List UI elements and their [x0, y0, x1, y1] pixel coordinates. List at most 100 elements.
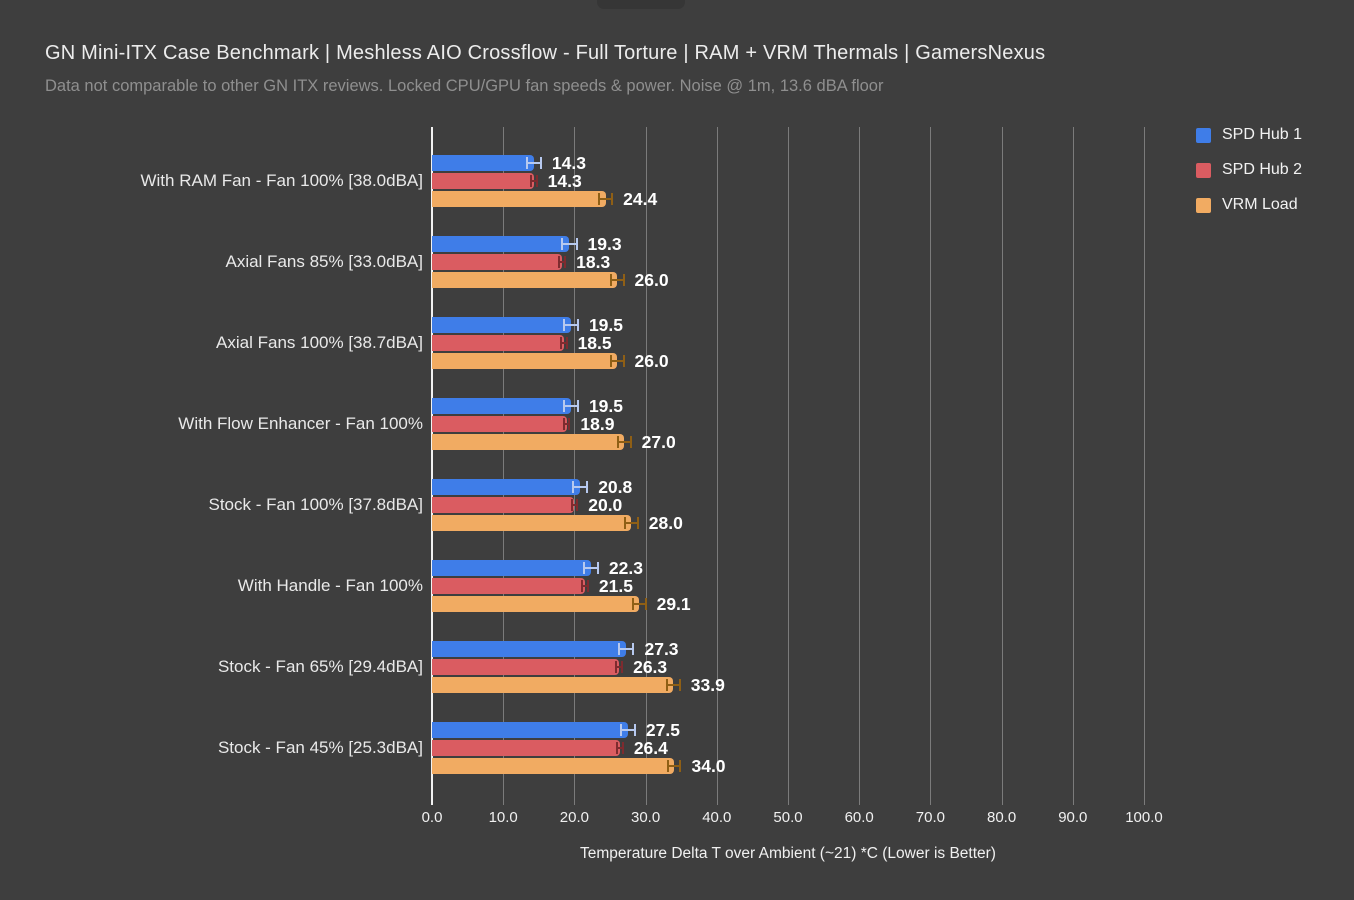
- bar-vrm-load: [432, 353, 618, 369]
- category-label: Axial Fans 100% [38.7dBA]: [216, 333, 423, 352]
- x-tick-label: 10.0: [488, 809, 518, 826]
- error-bar-cap: [565, 337, 568, 349]
- x-tick-label: 60.0: [844, 809, 874, 826]
- x-axis-title: Temperature Delta T over Ambient (~21) *…: [580, 845, 996, 862]
- error-bar-cap: [678, 679, 681, 691]
- error-bar-cap: [633, 724, 636, 736]
- bar-vrm-load: [432, 758, 675, 774]
- gridline: [645, 127, 647, 805]
- category-label: Stock - Fan 45% [25.3dBA]: [217, 738, 423, 757]
- error-bar-cap: [622, 274, 625, 286]
- bar-spd-hub-1: [432, 155, 534, 171]
- legend-label: VRM Load: [1222, 196, 1298, 213]
- error-bar-cap: [616, 436, 619, 448]
- category-label: Stock - Fan 65% [29.4dBA]: [217, 657, 423, 676]
- bar-spd-hub-1: [432, 560, 591, 576]
- bar-vrm-load: [432, 434, 625, 450]
- error-bar-cap: [631, 598, 634, 610]
- error-bar-cap: [632, 643, 635, 655]
- value-label: 14.3: [547, 171, 582, 191]
- error-bar-cap: [558, 256, 561, 268]
- error-bar-line: [619, 648, 634, 650]
- error-bar-line: [632, 603, 646, 605]
- legend-label: SPD Hub 2: [1222, 161, 1303, 178]
- legend-item: SPD Hub 2: [1196, 161, 1302, 179]
- value-label: 19.3: [587, 234, 622, 254]
- error-bar-line: [617, 747, 623, 749]
- value-label: 24.4: [623, 189, 658, 209]
- error-bar-line: [572, 486, 588, 488]
- value-label: 20.8: [598, 477, 633, 497]
- error-bar-cap: [609, 274, 612, 286]
- error-bar-cap: [616, 742, 619, 754]
- legend-item: SPD Hub 1: [1196, 126, 1302, 144]
- bar-spd-hub-2: [432, 497, 575, 513]
- bar-spd-hub-1: [432, 236, 570, 252]
- error-bar-line: [562, 243, 577, 245]
- error-bar-line: [610, 360, 624, 362]
- error-bar-cap: [561, 238, 564, 250]
- error-bar-cap: [623, 517, 626, 529]
- top-edge-artifact: [597, 0, 685, 9]
- chart-subtitle: Data not comparable to other GN ITX revi…: [45, 77, 884, 95]
- bar-spd-hub-2: [432, 740, 620, 756]
- error-bar-cap: [581, 580, 584, 592]
- value-label: 29.1: [656, 594, 691, 614]
- error-bar-line: [610, 279, 624, 281]
- error-bar-cap: [629, 436, 632, 448]
- error-bar-cap: [596, 562, 599, 574]
- value-label: 26.0: [634, 351, 669, 371]
- x-tick-label: 30.0: [630, 809, 661, 826]
- category-label: Axial Fans 85% [33.0dBA]: [225, 252, 423, 271]
- error-bar-cap: [615, 661, 618, 673]
- error-bar-line: [559, 261, 566, 263]
- bar-spd-hub-1: [432, 722, 628, 738]
- bar-spd-hub-2: [432, 416, 567, 432]
- error-bar-cap: [571, 481, 574, 493]
- error-bar-cap: [586, 580, 589, 592]
- error-bar-cap: [529, 175, 532, 187]
- value-label: 26.0: [634, 270, 669, 290]
- legend-item: VRM Load: [1196, 196, 1302, 214]
- error-bar-line: [530, 180, 537, 182]
- value-label: 19.5: [588, 396, 624, 416]
- category-label: With RAM Fan - Fan 100% [38.0dBA]: [140, 171, 423, 190]
- value-label: 20.0: [588, 495, 623, 515]
- error-bar-line: [563, 423, 570, 425]
- error-bar-cap: [666, 760, 669, 772]
- error-bar-line: [563, 405, 578, 407]
- error-bar-cap: [562, 418, 565, 430]
- value-label: 26.3: [633, 657, 668, 677]
- gridline: [1144, 127, 1145, 805]
- error-bar-cap: [636, 517, 639, 529]
- bar-spd-hub-2: [432, 335, 564, 351]
- bar-spd-hub-2: [432, 578, 586, 594]
- value-label: 27.0: [641, 432, 676, 452]
- error-bar-cap: [575, 238, 578, 250]
- bar-spd-hub-2: [432, 254, 563, 270]
- error-bar-cap: [609, 355, 612, 367]
- gridline: [1072, 127, 1074, 805]
- value-label: 21.5: [598, 576, 633, 596]
- value-label: 27.5: [645, 720, 680, 740]
- x-tick-label: 40.0: [702, 809, 732, 826]
- error-bar-cap: [582, 562, 585, 574]
- zero-axis-line: [431, 127, 433, 805]
- value-label: 14.3: [551, 153, 586, 173]
- error-bar-line: [571, 504, 578, 506]
- value-label: 33.9: [690, 675, 725, 695]
- x-tick-label: 80.0: [986, 809, 1017, 826]
- error-bar-cap: [665, 679, 668, 691]
- error-bar-cap: [535, 175, 538, 187]
- error-bar-line: [560, 342, 567, 344]
- x-tick-label: 0.0: [421, 809, 443, 826]
- legend: SPD Hub 1 SPD Hub 2 VRM Load: [1196, 126, 1302, 231]
- x-tick-label: 50.0: [773, 809, 803, 826]
- error-bar-cap: [621, 742, 624, 754]
- gridline: [574, 127, 576, 805]
- value-label: 18.3: [576, 252, 611, 272]
- bar-spd-hub-1: [432, 398, 571, 414]
- error-bar-cap: [576, 499, 579, 511]
- value-label: 18.9: [580, 414, 615, 434]
